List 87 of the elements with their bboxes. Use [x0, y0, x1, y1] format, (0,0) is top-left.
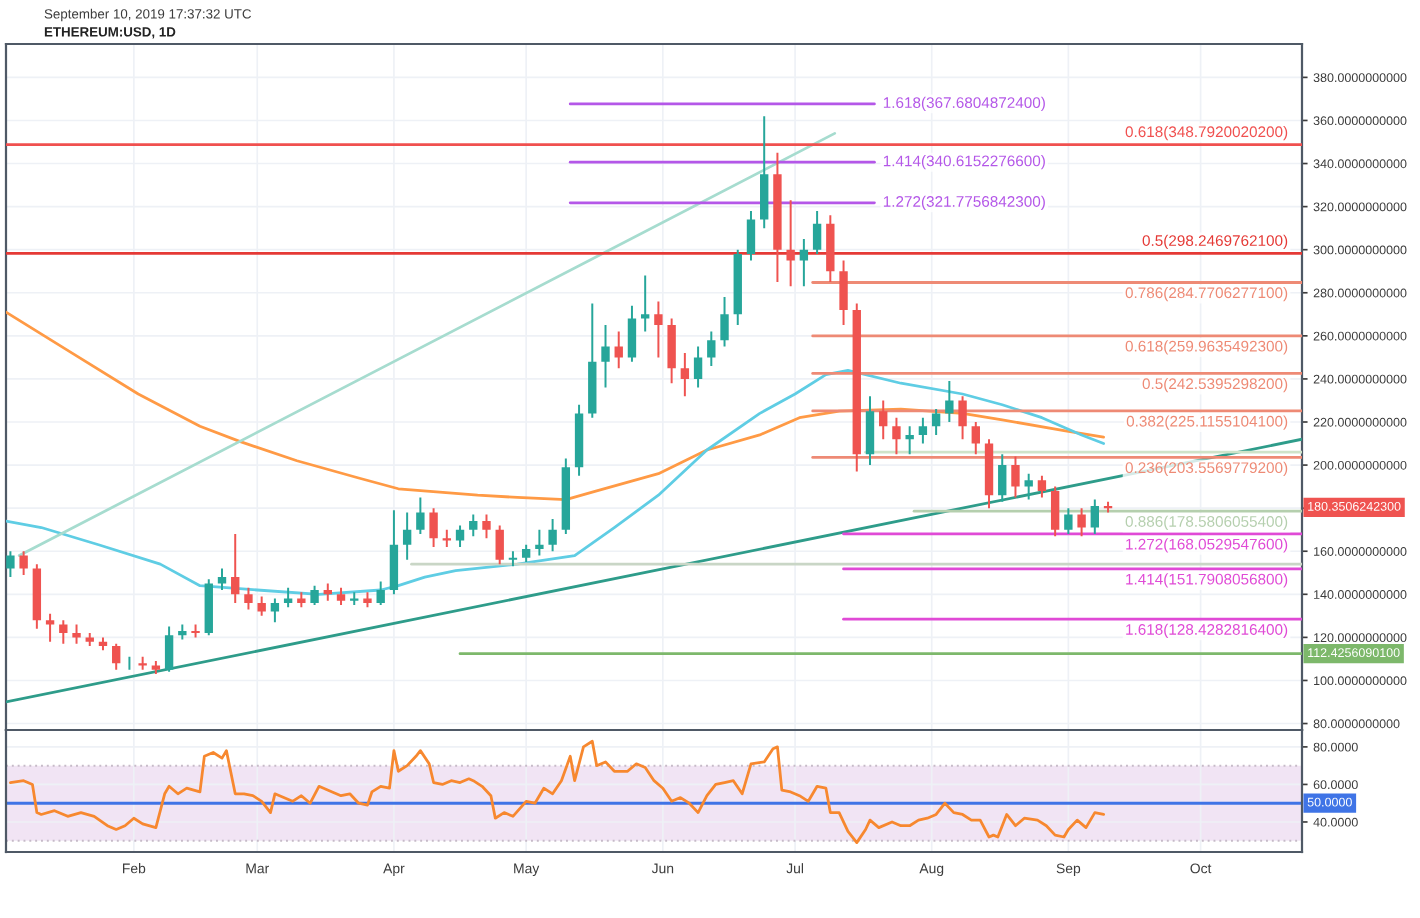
candlestick: [521, 544, 531, 562]
candlestick: [336, 587, 346, 606]
candlestick: [469, 514, 478, 537]
candlestick: [257, 596, 266, 616]
candlestick: [733, 249, 742, 326]
candlestick: [204, 579, 213, 636]
candlestick: [482, 514, 491, 539]
candlestick: [270, 598, 280, 623]
candlestick: [19, 551, 28, 575]
candlestick: [720, 297, 729, 347]
candlestick: [59, 620, 68, 644]
candlestick: [138, 656, 147, 670]
candlestick: [442, 529, 451, 547]
candlestick: [495, 525, 504, 565]
candlestick: [799, 238, 809, 287]
candlestick: [125, 656, 134, 670]
candlestick: [693, 346, 703, 388]
line-series: [6, 368, 1106, 596]
candlestick: [191, 624, 200, 638]
candlestick: [931, 409, 941, 435]
candlestick: [1050, 486, 1060, 537]
candlestick: [852, 303, 861, 472]
candlestick: [178, 624, 187, 640]
candlestick: [112, 643, 121, 670]
candlestick: [151, 661, 161, 674]
candlestick: [998, 454, 1007, 502]
candlestick: [667, 318, 676, 384]
candlestick: [707, 331, 716, 366]
line-series: [9, 739, 1106, 845]
candlestick: [429, 508, 438, 547]
candlestick: [217, 568, 227, 590]
candlestick: [508, 551, 518, 567]
candlestick: [958, 396, 967, 440]
candlestick: [1037, 475, 1047, 498]
candlestick: [614, 331, 623, 369]
candlestick: [879, 400, 888, 440]
candlestick: [231, 534, 240, 603]
candlestick: [376, 581, 385, 606]
candlestick: [654, 301, 663, 358]
candlestick: [402, 512, 412, 560]
candlestick: [865, 396, 875, 466]
candlestick: [283, 587, 293, 608]
candlestick: [85, 633, 94, 646]
candlestick: [574, 404, 584, 476]
candlestick: [1064, 508, 1073, 534]
candlestick: [892, 417, 901, 455]
line-series: [6, 310, 1106, 501]
candlestick: [455, 525, 465, 547]
candlestick: [98, 637, 108, 651]
candlestick: [786, 200, 795, 287]
candlestick: [918, 417, 928, 444]
candlestick: [641, 275, 650, 332]
candlestick: [746, 210, 756, 261]
candlestick: [773, 152, 782, 282]
candlestick: [984, 439, 994, 509]
candlestick: [164, 626, 174, 672]
candlestick: [1077, 508, 1086, 537]
candlestick: [389, 510, 399, 595]
candlestick: [45, 613, 55, 642]
candlestick: [32, 564, 42, 629]
candlestick: [323, 583, 332, 601]
candlestick: [561, 458, 571, 534]
candlestick: [1011, 456, 1020, 498]
candlestick: [760, 116, 769, 229]
candlestick: [905, 426, 914, 455]
candlestick: [297, 592, 306, 608]
candlestick: [350, 592, 359, 606]
candlestick: [72, 624, 81, 644]
candlestick: [416, 497, 425, 534]
candlestick: [244, 587, 253, 610]
candlestick: [971, 422, 980, 455]
candlestick: [812, 210, 822, 254]
candlestick: [1103, 501, 1113, 513]
candlestick: [535, 529, 544, 556]
candlestick: [601, 325, 610, 388]
candlestick: [627, 305, 637, 362]
candlestick: [363, 592, 372, 608]
candlestick: [826, 215, 835, 282]
candlestick: [680, 353, 690, 397]
candlestick: [1024, 473, 1033, 500]
candlestick: [588, 303, 597, 418]
candlestick: [945, 381, 954, 422]
candlestick: [310, 585, 319, 606]
candlestick: [1090, 499, 1099, 534]
candlestick: [6, 551, 15, 578]
candlestick: [548, 518, 557, 552]
candlestick: [839, 260, 848, 326]
